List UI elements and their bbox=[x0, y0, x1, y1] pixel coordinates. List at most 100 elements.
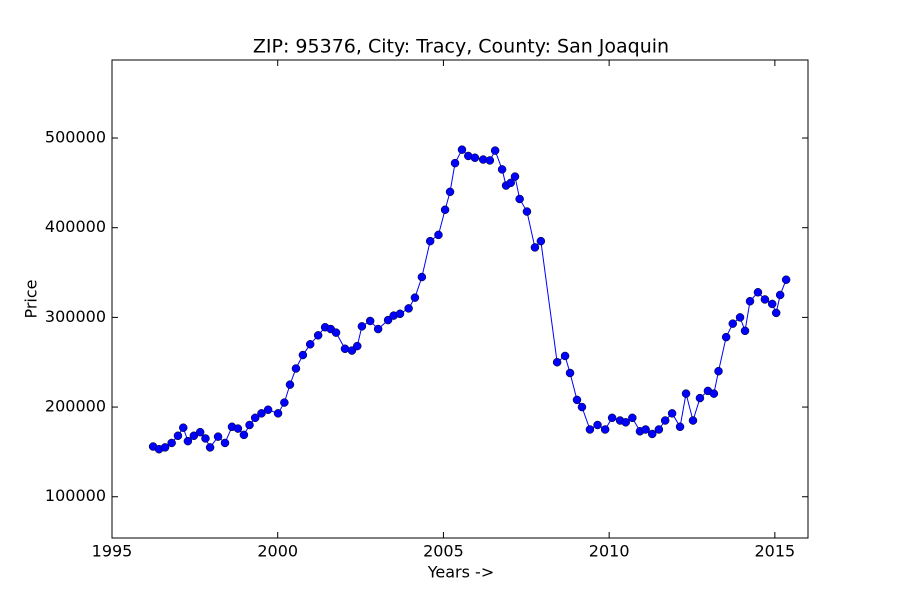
point bbox=[404, 304, 413, 313]
point bbox=[160, 443, 170, 452]
point bbox=[189, 431, 199, 441]
point bbox=[245, 420, 254, 430]
point bbox=[721, 332, 731, 342]
point bbox=[728, 319, 738, 328]
y-tick-label: 200000 bbox=[45, 397, 106, 416]
point bbox=[417, 272, 427, 282]
point bbox=[340, 344, 350, 354]
point bbox=[688, 416, 698, 425]
point bbox=[767, 299, 777, 309]
point bbox=[621, 418, 630, 427]
point bbox=[179, 423, 188, 432]
point bbox=[560, 351, 570, 361]
point bbox=[660, 416, 670, 425]
point bbox=[760, 295, 770, 304]
point bbox=[450, 158, 460, 168]
point bbox=[298, 350, 308, 360]
point bbox=[530, 243, 540, 252]
point bbox=[522, 207, 532, 216]
point bbox=[233, 424, 243, 433]
point bbox=[201, 434, 210, 443]
y-tick-label: 400000 bbox=[45, 217, 106, 236]
point bbox=[167, 438, 176, 448]
x-tick-label: 2005 bbox=[423, 542, 464, 561]
point bbox=[445, 187, 455, 197]
point bbox=[353, 341, 362, 351]
point bbox=[607, 413, 617, 423]
point bbox=[497, 165, 507, 174]
point bbox=[291, 364, 301, 373]
point bbox=[753, 288, 763, 297]
point bbox=[250, 413, 260, 423]
point bbox=[485, 156, 495, 165]
point bbox=[425, 236, 435, 246]
point bbox=[285, 380, 295, 389]
point bbox=[373, 324, 383, 334]
point bbox=[510, 172, 520, 181]
point bbox=[572, 395, 582, 405]
point bbox=[667, 409, 677, 418]
point bbox=[273, 409, 283, 418]
point bbox=[536, 236, 546, 246]
point bbox=[257, 409, 266, 418]
point bbox=[781, 275, 791, 284]
x-tick-label: 1995 bbox=[92, 542, 133, 561]
point bbox=[593, 420, 602, 430]
point bbox=[585, 425, 595, 434]
point bbox=[205, 443, 215, 452]
point bbox=[628, 413, 637, 423]
point bbox=[709, 389, 719, 398]
point bbox=[457, 145, 467, 154]
y-tick-label: 500000 bbox=[45, 128, 106, 147]
point bbox=[357, 322, 367, 331]
point bbox=[280, 398, 289, 407]
point bbox=[490, 146, 500, 155]
point bbox=[745, 296, 755, 306]
chart-title: ZIP: 95376, City: Tracy, County: San Joa… bbox=[253, 36, 669, 58]
point bbox=[263, 405, 273, 415]
point bbox=[213, 432, 223, 441]
point bbox=[331, 328, 341, 337]
point bbox=[239, 430, 249, 440]
point bbox=[434, 230, 443, 240]
y-tick-label: 300000 bbox=[45, 307, 106, 326]
point bbox=[383, 315, 393, 325]
point bbox=[506, 178, 515, 188]
point bbox=[771, 308, 781, 318]
point bbox=[552, 357, 562, 367]
plot-frame bbox=[111, 59, 809, 539]
point bbox=[565, 368, 575, 378]
y-tick-label: 100000 bbox=[45, 486, 106, 505]
point bbox=[695, 393, 705, 403]
point bbox=[313, 331, 323, 340]
x-tick-label: 2010 bbox=[589, 542, 630, 561]
point bbox=[173, 431, 183, 441]
point bbox=[675, 422, 685, 432]
point bbox=[220, 438, 230, 448]
point bbox=[410, 293, 420, 302]
x-tick-label: 2000 bbox=[257, 542, 298, 561]
point bbox=[641, 425, 650, 434]
point bbox=[740, 326, 750, 336]
point bbox=[681, 389, 691, 398]
point bbox=[470, 153, 480, 163]
point bbox=[515, 194, 524, 204]
point bbox=[365, 316, 375, 326]
point bbox=[735, 313, 745, 322]
point bbox=[395, 309, 405, 319]
point bbox=[775, 290, 785, 300]
series-line bbox=[152, 148, 787, 450]
point bbox=[440, 205, 450, 215]
point bbox=[654, 425, 664, 434]
point bbox=[305, 340, 315, 349]
point bbox=[647, 429, 657, 439]
y-axis-label: Price bbox=[22, 279, 41, 318]
point bbox=[577, 402, 587, 412]
point bbox=[195, 427, 205, 437]
point bbox=[600, 425, 610, 434]
point bbox=[183, 436, 193, 446]
point bbox=[714, 366, 723, 376]
x-axis-label: Years -> bbox=[427, 563, 494, 582]
x-tick-label: 2015 bbox=[754, 542, 795, 561]
